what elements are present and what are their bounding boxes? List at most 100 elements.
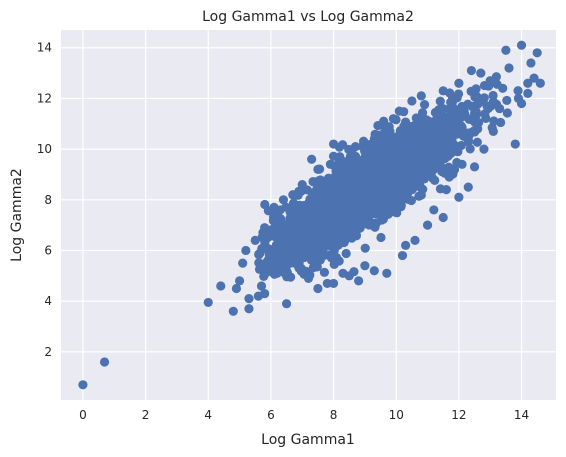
data-point <box>258 263 268 274</box>
data-point <box>471 84 481 94</box>
data-point <box>502 108 512 118</box>
data-point <box>319 267 330 277</box>
data-point <box>308 188 319 199</box>
data-point <box>368 171 379 182</box>
data-point <box>343 215 353 225</box>
data-point <box>448 93 458 104</box>
data-point <box>438 86 448 96</box>
data-point <box>504 63 514 73</box>
data-point <box>399 121 409 132</box>
data-point <box>387 181 397 191</box>
x-tick-label: 12 <box>451 408 466 422</box>
data-point <box>313 176 324 186</box>
data-point <box>440 134 450 144</box>
y-tick-label: 12 <box>37 91 52 105</box>
data-point <box>376 232 386 243</box>
data-point <box>234 276 245 286</box>
data-point <box>422 220 433 230</box>
data-point <box>328 278 339 289</box>
data-point <box>277 238 287 248</box>
data-point <box>335 152 345 162</box>
data-point <box>338 140 348 150</box>
data-point <box>244 304 254 314</box>
data-point <box>438 212 448 223</box>
x-tick-label: 10 <box>389 408 404 422</box>
data-point <box>443 126 453 136</box>
data-point <box>476 68 486 78</box>
data-point <box>532 48 542 58</box>
data-point <box>99 357 110 367</box>
data-point <box>360 261 370 271</box>
data-point <box>469 108 480 119</box>
y-tick-label: 4 <box>44 294 52 308</box>
data-point <box>485 76 495 86</box>
data-point <box>328 233 338 243</box>
data-point <box>353 224 363 234</box>
data-point <box>535 78 545 88</box>
data-point <box>385 126 395 136</box>
data-point <box>307 154 317 164</box>
data-point <box>259 271 269 281</box>
data-point <box>413 124 423 135</box>
data-point <box>203 297 213 308</box>
data-point <box>328 175 338 185</box>
y-tick-label: 14 <box>37 41 52 55</box>
data-point <box>379 116 389 126</box>
data-point <box>378 167 388 178</box>
data-point <box>388 147 398 157</box>
data-point <box>435 96 445 106</box>
x-tick-label: 0 <box>79 408 87 422</box>
data-point <box>489 116 499 126</box>
data-point <box>463 137 474 147</box>
data-point <box>295 249 305 259</box>
data-point <box>341 248 351 259</box>
data-point <box>276 227 286 237</box>
data-point <box>529 73 539 83</box>
data-point <box>313 164 323 174</box>
x-axis-label: Log Gamma1 <box>261 432 355 448</box>
data-point <box>350 210 361 220</box>
data-point <box>457 159 467 169</box>
data-point <box>417 152 428 162</box>
data-point <box>354 276 364 286</box>
data-point <box>454 78 464 88</box>
data-point <box>523 88 533 98</box>
data-point <box>350 141 361 152</box>
data-point <box>303 273 314 283</box>
data-point <box>373 209 383 219</box>
data-point <box>387 173 397 184</box>
data-point <box>458 129 469 139</box>
data-point <box>325 159 336 169</box>
data-point <box>439 141 449 151</box>
data-point <box>387 136 397 146</box>
data-point <box>502 95 512 106</box>
y-axis-ticks: 2 4 6 8 10 12 14 <box>37 41 52 359</box>
data-point <box>241 245 251 256</box>
data-point <box>311 256 321 266</box>
data-point <box>260 288 270 299</box>
data-point <box>410 235 420 245</box>
data-point <box>446 112 457 122</box>
data-point <box>397 250 408 261</box>
y-tick-label: 6 <box>44 243 52 257</box>
data-point <box>244 294 254 304</box>
data-point <box>260 237 270 248</box>
data-point <box>313 200 323 210</box>
y-tick-label: 10 <box>37 142 52 156</box>
data-point <box>310 220 320 230</box>
data-point <box>469 162 480 172</box>
x-tick-label: 14 <box>514 408 529 422</box>
data-point <box>360 243 370 253</box>
y-tick-label: 2 <box>44 345 52 359</box>
data-point <box>394 106 404 116</box>
data-point <box>358 136 369 146</box>
data-point <box>398 153 409 163</box>
data-point <box>396 166 406 176</box>
data-point <box>288 190 298 200</box>
data-point <box>465 144 475 154</box>
data-point <box>216 281 226 291</box>
data-point <box>321 225 331 235</box>
data-point <box>416 190 426 200</box>
data-point <box>488 126 498 136</box>
data-point <box>439 104 449 114</box>
